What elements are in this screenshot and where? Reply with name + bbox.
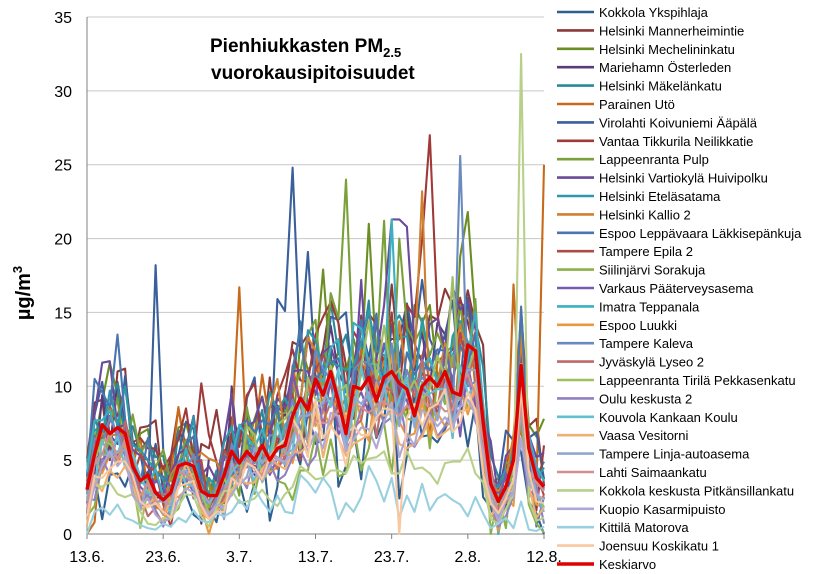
- legend-label: Kokkola Ykspihlaja: [599, 5, 709, 20]
- series-line-keskiarvo: [85, 343, 546, 504]
- legend-label: Helsinki Kallio 2: [599, 207, 691, 222]
- legend-label: Helsinki Mannerheimintie: [599, 23, 744, 38]
- legend: Kokkola Ykspihlaja Helsinki Mannerheimint…: [557, 5, 802, 572]
- x-tick-label: 12.8.: [526, 549, 562, 566]
- y-tick-label: 25: [54, 158, 72, 175]
- series-line-kuopio-kasarmipuisto: [85, 398, 545, 524]
- legend-label: Oulu keskusta 2: [599, 391, 692, 406]
- legend-label: Imatra Teppanala: [599, 299, 700, 314]
- legend-label: Helsinki Mäkelänkatu: [599, 79, 722, 94]
- y-tick-label: 20: [54, 232, 72, 249]
- legend-label: Keskiarvo: [599, 557, 656, 572]
- legend-label: Espoo Leppävaara Läkkisepänkuja: [599, 226, 802, 241]
- y-axis-label-superscript: 3: [10, 266, 25, 273]
- x-tick-label: 23.7.: [374, 549, 410, 566]
- chart-title-subscript: 2.5: [383, 45, 401, 60]
- chart-title-line1: Pienhiukkasten PM2.5: [210, 36, 401, 60]
- series-line-jyv-skyl-lyseo-2: [85, 348, 545, 518]
- legend-label: Joensuu Koskikatu 1: [599, 539, 719, 554]
- gridlines: [87, 16, 544, 461]
- chart-title: Pienhiukkasten PM2.5 vuorokausipitoisuud…: [210, 36, 415, 84]
- x-tick-label: 3.7.: [226, 549, 253, 566]
- legend-label: Siilinjärvi Sorakuja: [599, 263, 706, 278]
- legend-label: Kouvola Kankaan Koulu: [599, 410, 738, 425]
- legend-label: Jyväskylä Lyseo 2: [599, 355, 704, 370]
- legend-label: Lahti Saimaankatu: [599, 465, 707, 480]
- series-line-lahti-saimaankatu: [85, 373, 545, 519]
- series-lines: [85, 52, 546, 536]
- legend-label: Tampere Kaleva: [599, 336, 694, 351]
- series-line-kokkola-keskusta-pitk-nsillankatu: [85, 52, 545, 528]
- series-line-joensuu-koskikatu-1: [85, 386, 545, 536]
- series-line-oulu-keskusta-2: [86, 367, 546, 528]
- series-line-kokkola-ykspihlaja: [85, 348, 545, 535]
- series-line-helsinki-etel-satama: [85, 309, 545, 518]
- legend-label: Kuopio Kasarmipuisto: [599, 502, 725, 517]
- legend-label: Helsinki Mechelininkatu: [599, 42, 735, 57]
- y-tick-label: 5: [63, 453, 72, 470]
- y-axis-label: µg/m3: [10, 266, 35, 320]
- x-tick-label: 23.6.: [145, 549, 181, 566]
- legend-label: Mariehamn Österleden: [599, 60, 731, 75]
- legend-label: Lappeenranta Tirilä Pekkasenkatu: [599, 373, 796, 388]
- series-line-helsinki-vartiokyl-huivipolku: [85, 218, 545, 499]
- y-tick-labels: 0 5 10 15 20 25 30 35: [54, 10, 72, 544]
- y-tick-label: 35: [54, 10, 72, 27]
- legend-label: Helsinki Vartiokylä Huivipolku: [599, 171, 768, 186]
- y-tick-label: 10: [54, 379, 72, 396]
- legend-label: Virolahti Koivuniemi Ääpälä: [599, 115, 758, 130]
- x-tick-label: 13.7.: [298, 549, 334, 566]
- y-tick-label: 15: [54, 305, 72, 322]
- x-tick-label: 13.6.: [69, 549, 105, 566]
- x-tick-labels: 13.6. 23.6. 3.7. 13.7. 23.7. 2.8. 12.8.: [69, 534, 562, 566]
- legend-label: Varkaus Pääterveysasema: [599, 281, 754, 296]
- chart-title-line2: vuorokausipitoisuudet: [211, 63, 415, 84]
- legend-label: Kittilä Matorova: [599, 520, 689, 535]
- legend-label: Espoo Luukki: [599, 318, 677, 333]
- series-line-kittil-matorova: [86, 465, 545, 535]
- y-tick-label: 0: [63, 527, 72, 544]
- legend-label: Helsinki Eteläsatama: [599, 189, 721, 204]
- legend-label: Tampere Linja-autoasema: [599, 447, 750, 462]
- legend-label: Tampere Epila 2: [599, 244, 693, 259]
- legend-label: Vaasa Vesitorni: [599, 428, 688, 443]
- legend-label: Vantaa Tikkurila Neilikkatie: [599, 134, 753, 149]
- y-tick-label: 30: [54, 84, 72, 101]
- legend-label: Kokkola keskusta Pitkänsillankatu: [599, 483, 794, 498]
- legend-label: Lappeenranta Pulp: [599, 152, 709, 167]
- legend-label: Parainen Utö: [599, 97, 675, 112]
- x-tick-label: 2.8.: [454, 549, 481, 566]
